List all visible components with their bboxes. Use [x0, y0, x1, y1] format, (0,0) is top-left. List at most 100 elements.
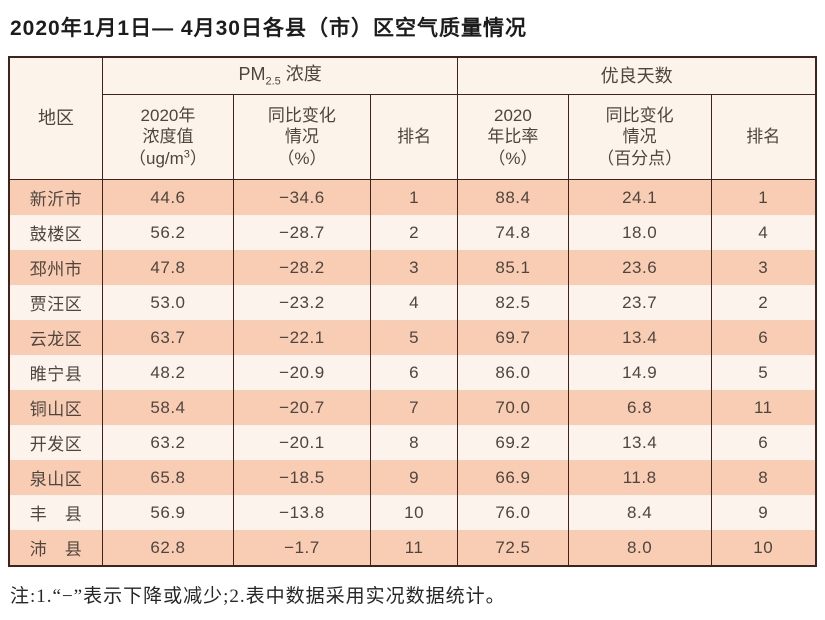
good-change-cell: 18.0 — [567, 215, 712, 250]
good-rank-cell: 6 — [710, 320, 817, 355]
region-cell: 贾汪区 — [8, 285, 104, 320]
good-rate-cell: 74.8 — [457, 215, 569, 250]
good-change-cell: 8.4 — [567, 495, 712, 530]
table-row: 铜山区 58.4 −20.7 7 70.0 6.8 11 — [8, 390, 817, 425]
header-line: 2020年 — [140, 106, 196, 126]
pm-change-cell: −20.1 — [232, 425, 372, 460]
good-rate-cell: 66.9 — [457, 460, 569, 495]
pm-value-cell: 65.8 — [102, 460, 234, 495]
pm-value-cell: 53.0 — [102, 285, 234, 320]
pm-value-cell: 56.2 — [102, 215, 234, 250]
good-change-cell: 13.4 — [567, 425, 712, 460]
pm-rank-cell: 5 — [370, 320, 459, 355]
pm-rank-cell: 9 — [370, 460, 459, 495]
good-rank-cell: 4 — [710, 215, 817, 250]
header-region: 地区 — [8, 56, 104, 180]
air-quality-table-container: 地区 PM2.5 浓度 优良天数 2020年 浓度值 （ug/m3） 同比变化 … — [8, 56, 817, 567]
pm-value-cell: 63.7 — [102, 320, 234, 355]
table-row: 云龙区 63.7 −22.1 5 69.7 13.4 6 — [8, 320, 817, 355]
pm-change-cell: −28.7 — [232, 215, 372, 250]
good-rate-cell: 69.2 — [457, 425, 569, 460]
region-cell: 泉山区 — [8, 460, 104, 495]
pm-change-cell: −23.2 — [232, 285, 372, 320]
header-line: （百分点） — [597, 148, 683, 168]
pm-change-cell: −1.7 — [232, 530, 372, 566]
region-cell: 沛 县 — [8, 530, 104, 566]
good-rank-cell: 6 — [710, 425, 817, 460]
pm-rank-cell: 8 — [370, 425, 459, 460]
header-line: 同比变化 — [605, 106, 674, 126]
table-row: 新沂市 44.6 −34.6 1 88.4 24.1 1 — [8, 179, 817, 215]
good-rank-cell: 2 — [710, 285, 817, 320]
pm-value-cell: 56.9 — [102, 495, 234, 530]
table-header: 地区 PM2.5 浓度 优良天数 2020年 浓度值 （ug/m3） 同比变化 … — [8, 56, 817, 180]
page-title: 2020年1月1日— 4月30日各县（市）区空气质量情况 — [10, 17, 527, 40]
pm-rank-cell: 6 — [370, 355, 459, 390]
pm-value-cell: 62.8 — [102, 530, 234, 566]
pm-value-cell: 48.2 — [102, 355, 234, 390]
pm-rank-cell: 2 — [370, 215, 459, 250]
pm-change-cell: −34.6 — [232, 179, 372, 215]
region-cell: 云龙区 — [8, 320, 104, 355]
good-rate-cell: 76.0 — [457, 495, 569, 530]
good-rate-cell: 86.0 — [457, 355, 569, 390]
good-change-cell: 6.8 — [567, 390, 712, 425]
good-change-cell: 23.7 — [567, 285, 712, 320]
header-line: （%） — [488, 148, 538, 168]
header-line: （%） — [277, 148, 327, 168]
good-rank-cell: 8 — [710, 460, 817, 495]
header-line: 2020 — [494, 106, 532, 126]
pm-value-cell: 63.2 — [102, 425, 234, 460]
good-rank-cell: 10 — [710, 530, 817, 566]
good-change-cell: 23.6 — [567, 250, 712, 285]
header-line: （ug/m — [129, 148, 184, 168]
table-row: 睢宁县 48.2 −20.9 6 86.0 14.9 5 — [8, 355, 817, 390]
pm-subscript: 2.5 — [265, 75, 281, 88]
header-line: 同比变化 — [267, 106, 336, 126]
good-rate-cell: 85.1 — [457, 250, 569, 285]
good-change-cell: 11.8 — [567, 460, 712, 495]
pm-change-cell: −22.1 — [232, 320, 372, 355]
region-cell: 睢宁县 — [8, 355, 104, 390]
good-change-cell: 14.9 — [567, 355, 712, 390]
header-good-change: 同比变化 情况 （百分点） — [567, 94, 712, 180]
pm-rank-cell: 7 — [370, 390, 459, 425]
table-row: 鼓楼区 56.2 −28.7 2 74.8 18.0 4 — [8, 215, 817, 250]
region-cell: 新沂市 — [8, 179, 104, 215]
pm-rank-cell: 3 — [370, 250, 459, 285]
pm-value-cell: 44.6 — [102, 179, 234, 215]
table-row: 邳州市 47.8 −28.2 3 85.1 23.6 3 — [8, 250, 817, 285]
header-good-rate: 2020 年比率 （%） — [457, 94, 569, 180]
table-row: 泉山区 65.8 −18.5 9 66.9 11.8 8 — [8, 460, 817, 495]
header-line: ） — [189, 148, 207, 168]
pm-change-cell: −18.5 — [232, 460, 372, 495]
air-quality-table: 地区 PM2.5 浓度 优良天数 2020年 浓度值 （ug/m3） 同比变化 … — [8, 56, 817, 567]
header-line: 浓度值 — [142, 127, 194, 147]
table-row: 贾汪区 53.0 −23.2 4 82.5 23.7 2 — [8, 285, 817, 320]
header-superscript: 3 — [183, 147, 190, 160]
header-line: 情况 — [622, 127, 657, 147]
header-good-rank: 排名 — [710, 94, 817, 180]
pm-rank-cell: 11 — [370, 530, 459, 566]
good-rank-cell: 9 — [710, 495, 817, 530]
pm-change-cell: −20.9 — [232, 355, 372, 390]
pm-change-cell: −28.2 — [232, 250, 372, 285]
good-rate-cell: 72.5 — [457, 530, 569, 566]
good-rank-cell: 11 — [710, 390, 817, 425]
good-rank-cell: 5 — [710, 355, 817, 390]
good-rate-cell: 69.7 — [457, 320, 569, 355]
table-row: 开发区 63.2 −20.1 8 69.2 13.4 6 — [8, 425, 817, 460]
good-rate-cell: 88.4 — [457, 179, 569, 215]
pm-rank-cell: 10 — [370, 495, 459, 530]
table-row: 丰 县 56.9 −13.8 10 76.0 8.4 9 — [8, 495, 817, 530]
pm-rank-cell: 4 — [370, 285, 459, 320]
pm-change-cell: −20.7 — [232, 390, 372, 425]
table-body: 新沂市 44.6 −34.6 1 88.4 24.1 1 鼓楼区 56.2 −2… — [8, 179, 817, 566]
pm-value-cell: 58.4 — [102, 390, 234, 425]
region-cell: 开发区 — [8, 425, 104, 460]
good-change-cell: 8.0 — [567, 530, 712, 566]
header-pm-rank: 排名 — [370, 94, 459, 180]
good-rate-cell: 70.0 — [457, 390, 569, 425]
pm-label-suffix: 浓度 — [280, 63, 322, 84]
header-pm-group: PM2.5 浓度 — [102, 56, 459, 95]
